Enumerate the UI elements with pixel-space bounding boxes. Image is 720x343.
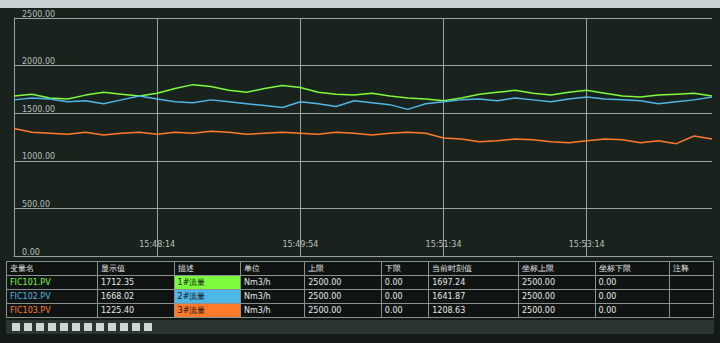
svg-text:15:48:14: 15:48:14 [139,240,175,249]
html-text:0.00: 0.00 [598,278,617,287]
html-text:2500.00: 2500.00 [522,306,555,315]
html-text:2500.00: 2500.00 [522,278,555,287]
html-text:0.00: 0.00 [598,292,617,301]
html-text:FIC103.PV: FIC103.PV [10,306,51,315]
html-text:1225.40: 1225.40 [101,306,135,315]
html-text:显示值: 显示值 [101,264,125,273]
html-text:2500.00: 2500.00 [308,306,342,315]
svg-text:0.00: 0.00 [22,248,40,257]
html-text:1697.24: 1697.24 [432,278,466,287]
html-text:3#流量: 3#流量 [177,306,206,315]
html-text:1712.35: 1712.35 [101,278,135,287]
svg-text:15:53:14: 15:53:14 [569,240,605,249]
html-text:2500.00: 2500.00 [308,292,342,301]
svg-text:1000.00: 1000.00 [22,152,55,161]
html-text:1668.02: 1668.02 [101,292,135,301]
svg-text:2500.00: 2500.00 [22,10,55,19]
html-text:0.00: 0.00 [598,306,617,315]
html-text:Nm3/h: Nm3/h [244,278,271,287]
html-text:FIC102.PV: FIC102.PV [10,292,51,301]
svg-text:15:49:54: 15:49:54 [282,240,318,249]
html-text:下限: 下限 [384,264,401,273]
html-text:1#流量: 1#流量 [177,278,206,287]
html-text:2500.00: 2500.00 [522,292,555,301]
html-text:当前时刻值: 当前时刻值 [432,264,473,273]
html-text:0.00: 0.00 [384,278,403,287]
html-text:坐标上限: 坐标上限 [522,264,554,273]
html-text:0.00: 0.00 [384,292,403,301]
html-text:注释: 注释 [673,264,689,273]
html-text:Nm3/h: Nm3/h [244,292,271,301]
html-text:2#流量: 2#流量 [177,292,206,301]
html-text:描述: 描述 [177,264,194,273]
html-text:1208.63: 1208.63 [432,306,466,315]
html-text:2500.00: 2500.00 [308,278,342,287]
html-text:坐标下限: 坐标下限 [598,264,631,273]
html-text:单位: 单位 [244,264,260,273]
html-text:0.00: 0.00 [384,306,403,315]
svg-text:1500.00: 1500.00 [22,105,55,114]
html-text:变量名: 变量名 [10,264,34,273]
html-text:上限: 上限 [308,264,325,273]
svg-text:2000.00: 2000.00 [22,57,55,66]
html-text:Nm3/h: Nm3/h [244,306,271,315]
svg-text:15:51:34: 15:51:34 [426,240,462,249]
svg-text:500.00: 500.00 [22,200,50,209]
html-text:FIC101.PV: FIC101.PV [10,278,51,287]
html-text:1641.87: 1641.87 [432,292,466,301]
